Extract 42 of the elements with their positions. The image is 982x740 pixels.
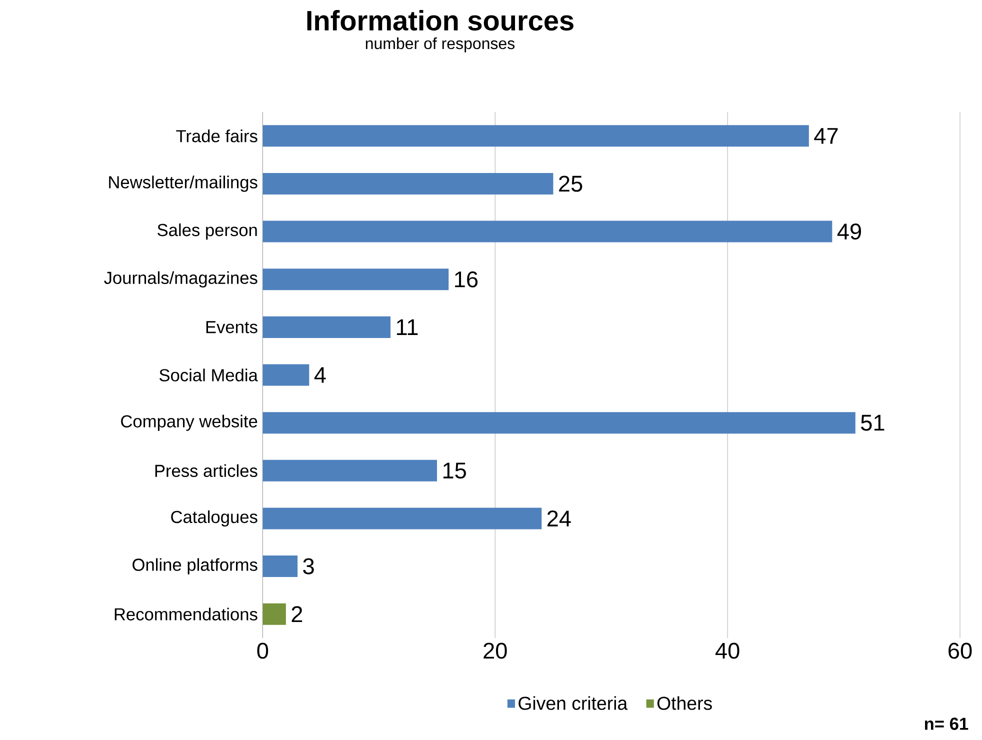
x-tick-label: 60 [948,642,972,659]
bar [262,172,554,194]
bar [262,316,391,338]
data-label: 2 [292,606,302,622]
legend-label: Given criteria [518,696,628,710]
y-tick-label: Social Media [160,368,258,382]
chart-title: Information sources [307,10,574,31]
bar [262,603,286,625]
y-tick-label: Events [206,321,258,334]
bar [262,508,542,530]
y-tick-label: Recommendations [114,608,258,620]
bar [262,556,298,578]
data-label: 15 [443,462,466,479]
bar [262,412,856,434]
legend-label: Others [657,696,712,710]
data-label: 25 [559,176,582,192]
y-tick-label: Trade fairs [176,130,258,142]
x-tick-label: 0 [257,642,268,659]
y-tick-label: Online platforms [132,558,258,574]
y-tick-label: Company website [121,414,258,431]
bar [262,364,310,386]
data-label: 24 [547,510,571,526]
y-tick-label: Catalogues [171,510,258,527]
bar [262,125,809,147]
data-label: 4 [314,367,326,383]
y-tick-label: Newsletter/mailings [109,176,258,192]
data-label: 3 [303,558,314,574]
bar [262,460,437,482]
y-tick-label: Sales person [158,223,257,240]
data-label: 47 [814,128,838,144]
text: n= 61 [924,718,968,730]
data-label: 16 [455,271,478,288]
y-tick-label: Press articles [155,464,258,478]
data-label: 51 [861,414,884,431]
x-tick-label: 40 [715,642,740,659]
y-tick-label: Journals/magazines [104,271,258,288]
bar [262,268,449,290]
bar [262,220,832,242]
data-label: 11 [396,319,418,335]
data-label: 49 [837,224,862,240]
x-tick-label: 20 [484,642,507,659]
chart-subtitle: number of responses [366,37,515,52]
